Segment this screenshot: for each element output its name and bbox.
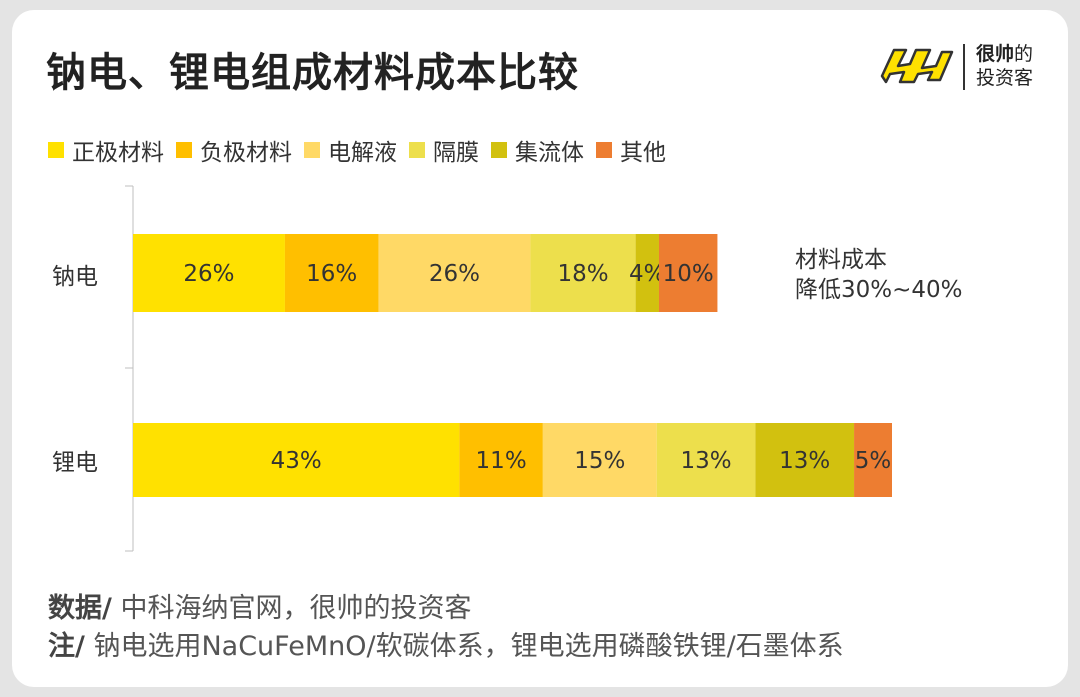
bar-segment-0-1 bbox=[284, 234, 379, 312]
data-label-1-0: 43% bbox=[271, 448, 322, 474]
brand-line2: 投资客 bbox=[976, 67, 1034, 89]
legend-swatch bbox=[596, 142, 612, 158]
page-title: 钠电、锂电组成材料成本比较 bbox=[46, 50, 579, 96]
note-text: 钠电选用NaCuFeMnO/软碳体系，锂电选用磷酸铁锂/石墨体系 bbox=[84, 631, 844, 662]
cost-note-line1: 材料成本 bbox=[795, 247, 887, 273]
source-line: 数据/ 中科海纳官网，很帅的投资客 bbox=[48, 586, 471, 625]
legend-swatch bbox=[48, 142, 64, 158]
legend-swatch bbox=[409, 142, 425, 158]
chart-card bbox=[12, 10, 1068, 687]
bar-segment-1-3 bbox=[656, 423, 756, 497]
bar-segment-0-2 bbox=[378, 234, 531, 312]
bar-segment-0-0 bbox=[133, 234, 285, 312]
bar-segment-0-5 bbox=[658, 234, 718, 312]
data-label-1-1: 11% bbox=[476, 448, 527, 474]
data-label-0-1: 16% bbox=[306, 261, 357, 287]
data-label-1-4: 13% bbox=[779, 448, 830, 474]
legend-swatch bbox=[491, 142, 507, 158]
bar-segment-1-5 bbox=[854, 423, 892, 497]
data-label-1-5: 5% bbox=[855, 448, 892, 474]
bar-segment-1-2 bbox=[542, 423, 657, 497]
data-label-1-2: 15% bbox=[574, 448, 625, 474]
legend-swatch bbox=[176, 142, 192, 158]
legend-item-5: 其他 bbox=[596, 133, 666, 167]
source-lead: 数据/ bbox=[48, 593, 112, 624]
legend-item-0: 正极材料 bbox=[48, 133, 164, 167]
category-label-lithium: 锂电 bbox=[52, 450, 98, 476]
bar-segment-1-0 bbox=[133, 423, 460, 497]
bar-segment-1-1 bbox=[459, 423, 543, 497]
shuai-logo-icon bbox=[876, 42, 956, 90]
brand-line1-bold: 很帅 bbox=[976, 43, 1015, 65]
brand-separator bbox=[963, 44, 965, 90]
data-label-0-0: 26% bbox=[183, 261, 234, 287]
legend-label: 其他 bbox=[620, 140, 666, 166]
bar-segment-0-3 bbox=[530, 234, 636, 312]
legend-label: 正极材料 bbox=[72, 140, 164, 166]
source-text: 中科海纳官网，很帅的投资客 bbox=[111, 593, 472, 624]
note-lead: 注/ bbox=[48, 631, 85, 662]
legend-label: 集流体 bbox=[515, 140, 584, 166]
legend-label: 隔膜 bbox=[433, 140, 479, 166]
data-label-1-3: 13% bbox=[680, 448, 731, 474]
legend-item-1: 负极材料 bbox=[176, 133, 292, 167]
chart-legend: 正极材料 负极材料 电解液 隔膜 集流体 其他 bbox=[48, 133, 678, 167]
note-line: 注/ 钠电选用NaCuFeMnO/软碳体系，锂电选用磷酸铁锂/石墨体系 bbox=[48, 624, 844, 663]
legend-item-4: 集流体 bbox=[491, 133, 584, 167]
data-label-0-2: 26% bbox=[429, 261, 480, 287]
legend-item-3: 隔膜 bbox=[409, 133, 479, 167]
brand-line1-rest: 的 bbox=[1014, 43, 1034, 65]
legend-label: 电解液 bbox=[328, 140, 397, 166]
brand-name: 很帅的 投资客 bbox=[976, 42, 1033, 90]
cost-reduction-note: 材料成本 降低30%~40% bbox=[795, 245, 963, 305]
legend-swatch bbox=[304, 142, 320, 158]
cost-note-line2: 降低30%~40% bbox=[795, 277, 963, 303]
data-label-0-5: 10% bbox=[663, 261, 714, 287]
bar-segment-0-4 bbox=[635, 234, 659, 312]
bar-segment-1-4 bbox=[755, 423, 855, 497]
data-label-0-3: 18% bbox=[557, 261, 608, 287]
legend-label: 负极材料 bbox=[200, 140, 292, 166]
legend-item-2: 电解液 bbox=[304, 133, 397, 167]
category-label-sodium: 钠电 bbox=[52, 264, 98, 290]
